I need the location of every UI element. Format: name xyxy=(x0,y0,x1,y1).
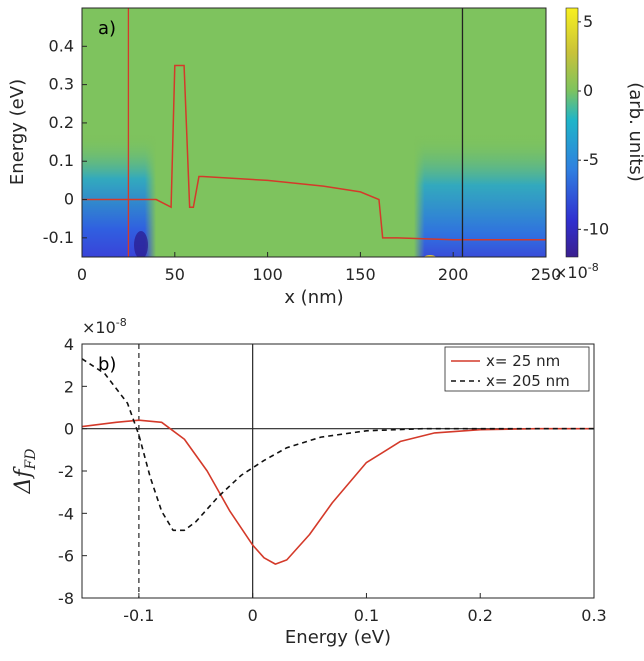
panel-a-xlabel: x (nm) xyxy=(284,287,343,308)
panel-b-ytick-label: 0 xyxy=(64,420,74,439)
colorbar-tick-label: 5 xyxy=(583,12,593,31)
colorbar-label: (arb. units) xyxy=(625,82,644,182)
panel-a-ytick-label: 0.1 xyxy=(49,151,74,170)
colorbar-tick-label: -10 xyxy=(583,219,609,238)
panel-b: b) ×10-8 -0.1 0 0.1 0.2 0.3 4 2 0 -2 -4 -6 -8 Ener… xyxy=(11,316,607,648)
legend: x= 25 nm x= 205 nm xyxy=(444,346,590,392)
panel-b-multiplier: ×10-8 xyxy=(82,316,127,337)
panel-a-ytick-label: 0.2 xyxy=(49,113,74,132)
panel-a-ytick-label: 0 xyxy=(64,190,74,209)
panel-b-xtick-label: 0 xyxy=(248,606,258,625)
panel-a-frame xyxy=(81,7,547,258)
panel-b-xlabel: Energy (eV) xyxy=(285,627,391,648)
panel-a-ylabel: Energy (eV) xyxy=(7,79,28,185)
legend-box xyxy=(444,346,590,392)
band-profile-line xyxy=(82,64,546,241)
panel-a-ytick-label: 0.4 xyxy=(49,36,74,55)
panel-b-ytick-label: -8 xyxy=(58,589,74,608)
colorbar-tick-label: -5 xyxy=(583,150,599,169)
panel-a-label: a) xyxy=(98,18,116,39)
panel-b-xtick-label: -0.1 xyxy=(123,606,154,625)
panel-a-xtick-label: 100 xyxy=(252,265,283,284)
panel-a-ytick-label: 0.3 xyxy=(49,75,74,94)
colorbar-gradient xyxy=(565,7,579,258)
panel-a-ytick-label: -0.1 xyxy=(43,228,74,247)
panel-b-ytick-label: -2 xyxy=(58,462,74,481)
panel-b-xtick-label: 0.3 xyxy=(581,606,606,625)
panel-a-xtick-label: 200 xyxy=(438,265,469,284)
panel-b-ytick-label: 4 xyxy=(64,335,74,354)
panel-b-ytick-label: -4 xyxy=(58,504,74,523)
colorbar-tick-label: 0 xyxy=(583,81,593,100)
panel-b-multiplier-exp: -8 xyxy=(116,316,127,329)
panel-a-xtick-label: 50 xyxy=(165,265,185,284)
colorbar-multiplier-exp: -8 xyxy=(588,261,599,274)
panel-a-xtick-label: 150 xyxy=(345,265,376,284)
panel-b-xtick-label: 0.2 xyxy=(467,606,492,625)
panel-b-xtick-label: 0.1 xyxy=(354,606,379,625)
colorbar: 5 0 -5 -10 (arb. units) ×10-8 xyxy=(554,7,644,282)
panel-b-ytick-label: -6 xyxy=(58,547,74,566)
panel-a-xtick-label: 0 xyxy=(77,265,87,284)
panel-b-label: b) xyxy=(98,354,116,375)
panel-b-ytick-label: 2 xyxy=(64,377,74,396)
series-line-1 xyxy=(82,358,594,532)
legend-entry-x25: x= 25 nm xyxy=(486,352,560,370)
density-hotspot-left xyxy=(134,231,148,257)
legend-entry-x205: x= 205 nm xyxy=(486,372,570,390)
colorbar-multiplier: ×10-8 xyxy=(554,261,599,282)
panel-a: a) 0 50 100 150 200 250 0.40.30.20.10-0.1 x (… xyxy=(7,7,644,308)
panel-b-ylabel: ΔfFD xyxy=(11,449,39,495)
density-blob-right xyxy=(414,135,546,257)
series-line-0 xyxy=(82,419,594,565)
panel-a-xtick-label: 250 xyxy=(531,265,562,284)
